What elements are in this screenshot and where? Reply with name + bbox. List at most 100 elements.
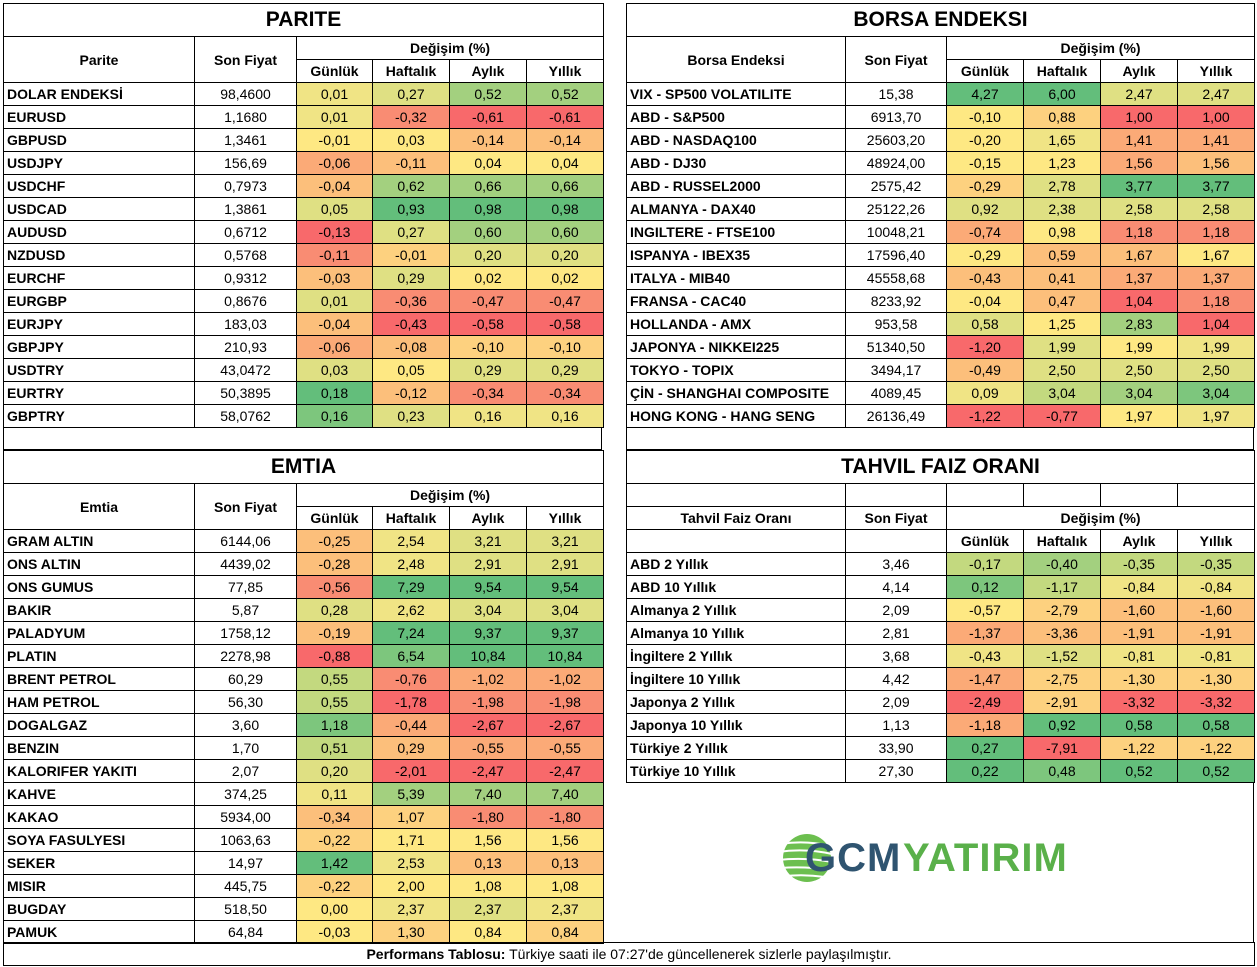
yearly-change: 1,18 [1176,220,1256,244]
table-row: ABD - RUSSEL2000 2575,42 -0,29 2,78 3,77 3,77 [626,174,1256,198]
monthly-change: 2,50 [1100,358,1178,382]
yearly-change: 0,52 [1176,759,1256,783]
monthly-change: 0,84 [449,920,527,944]
weekly-header: Haftalık [1023,59,1101,83]
row-name: USDTRY [3,358,195,382]
borsa-title: BORSA ENDEKSI [625,3,1256,37]
row-name: Almanya 2 Yıllık [626,598,846,622]
row-name: USDCHF [3,174,195,198]
monthly-change: 1,41 [1100,128,1178,152]
monthly-change: 0,16 [449,404,527,428]
footer-note: Performans Tablosu: Türkiye saati ile 07… [3,942,1255,966]
table-row: GBPTRY 58,0762 0,16 0,23 0,16 0,16 [3,404,605,428]
daily-change: 1,18 [296,713,373,737]
weekly-change: -0,36 [372,289,450,313]
yearly-change: 0,66 [525,174,605,198]
change-header: Değişim (%) [945,36,1256,60]
row-name: İngiltere 2 Yıllık [626,644,846,668]
row-price: 4,42 [845,667,947,691]
weekly-change: -2,79 [1023,598,1101,622]
row-name: GBPTRY [3,404,195,428]
row-price: 953,58 [845,312,947,336]
daily-change: -0,29 [946,174,1024,198]
monthly-change: 3,04 [449,598,527,622]
price-header: Son Fiyat [194,36,297,83]
table-row: HOLLANDA - AMX 953,58 0,58 1,25 2,83 1,04 [626,312,1256,336]
yearly-change: 0,84 [525,920,605,944]
weekly-change: 2,50 [1023,358,1101,382]
table-row: ABD - S&P500 6913,70 -0,10 0,88 1,00 1,00 [626,105,1256,129]
table-row: KAHVE 374,25 0,11 5,39 7,40 7,40 [3,782,605,806]
monthly-change: 9,54 [449,575,527,599]
row-name: ABD 10 Yıllık [626,575,846,599]
yearly-change: 1,97 [1176,404,1256,428]
row-name: PALADYUM [3,621,195,645]
row-price: 4,14 [845,575,947,599]
weekly-change: 0,03 [372,128,450,152]
yearly-change: -1,22 [1176,736,1256,760]
row-name: EURJPY [3,312,195,336]
table-row: SOYA FASULYESI 1063,63 -0,22 1,71 1,56 1,56 [3,828,605,852]
row-name: KAKAO [3,805,195,829]
daily-change: 0,11 [296,782,373,806]
yearly-change: 1,99 [1176,335,1256,359]
yearly-change: 1,37 [1176,266,1256,290]
row-price: 5,87 [194,598,297,622]
row-name: VIX - SP500 VOLATILITE [626,82,846,106]
table-row: USDCHF 0,7973 -0,04 0,62 0,66 0,66 [3,174,605,198]
empty-cell [626,529,846,553]
row-price: 6913,70 [845,105,947,129]
monthly-change: 2,47 [1100,82,1178,106]
weekly-change: -0,76 [372,667,450,691]
row-price: 14,97 [194,851,297,875]
weekly-change: 3,04 [1023,381,1101,405]
row-name: ITALYA - MIB40 [626,266,846,290]
globe-icon [777,834,833,882]
table-row: EURTRY 50,3895 0,18 -0,12 -0,34 -0,34 [3,381,605,405]
daily-header: Günlük [296,506,373,530]
weekly-change: 2,53 [372,851,450,875]
row-price: 48924,00 [845,151,947,175]
yearly-change: 3,04 [1176,381,1256,405]
row-price: 64,84 [194,920,297,944]
monthly-change: 1,37 [1100,266,1178,290]
yearly-header: Yıllık [525,506,605,530]
table-row: ISPANYA - IBEX35 17596,40 -0,29 0,59 1,67 1,6… [626,243,1256,267]
yearly-change: -1,30 [1176,667,1256,691]
table-row: BENZIN 1,70 0,51 0,29 -0,55 -0,55 [3,736,605,760]
row-name: GBPJPY [3,335,195,359]
weekly-change: 0,98 [1023,220,1101,244]
daily-change: -0,15 [946,151,1024,175]
daily-change: 0,16 [296,404,373,428]
daily-change: -1,22 [946,404,1024,428]
daily-change: 0,27 [946,736,1024,760]
daily-change: -0,28 [296,552,373,576]
monthly-change: -1,80 [449,805,527,829]
table-row: PAMUK 64,84 -0,03 1,30 0,84 0,84 [3,920,605,944]
row-name: ONS GUMUS [3,575,195,599]
row-price: 58,0762 [194,404,297,428]
row-price: 374,25 [194,782,297,806]
empty-cell [845,529,947,553]
daily-change: 0,58 [946,312,1024,336]
monthly-change: 0,60 [449,220,527,244]
row-price: 0,6712 [194,220,297,244]
daily-change: -0,03 [296,920,373,944]
table-row: EURCHF 0,9312 -0,03 0,29 0,02 0,02 [3,266,605,290]
daily-change: 0,51 [296,736,373,760]
daily-change: 0,09 [946,381,1024,405]
weekly-change: 0,62 [372,174,450,198]
daily-change: -0,01 [296,128,373,152]
row-name: HONG KONG - HANG SENG [626,404,846,428]
row-price: 210,93 [194,335,297,359]
yearly-change: -1,60 [1176,598,1256,622]
row-price: 45558,68 [845,266,947,290]
monthly-header: Aylık [1100,529,1178,553]
row-price: 27,30 [845,759,947,783]
empty-cell [1023,483,1101,507]
row-price: 43,0472 [194,358,297,382]
yearly-change: 1,04 [1176,312,1256,336]
yearly-change: 2,37 [525,897,605,921]
table-row: ABD 10 Yıllık 4,14 0,12 -1,17 -0,84 -0,84 [626,575,1256,599]
row-name: SOYA FASULYESI [3,828,195,852]
